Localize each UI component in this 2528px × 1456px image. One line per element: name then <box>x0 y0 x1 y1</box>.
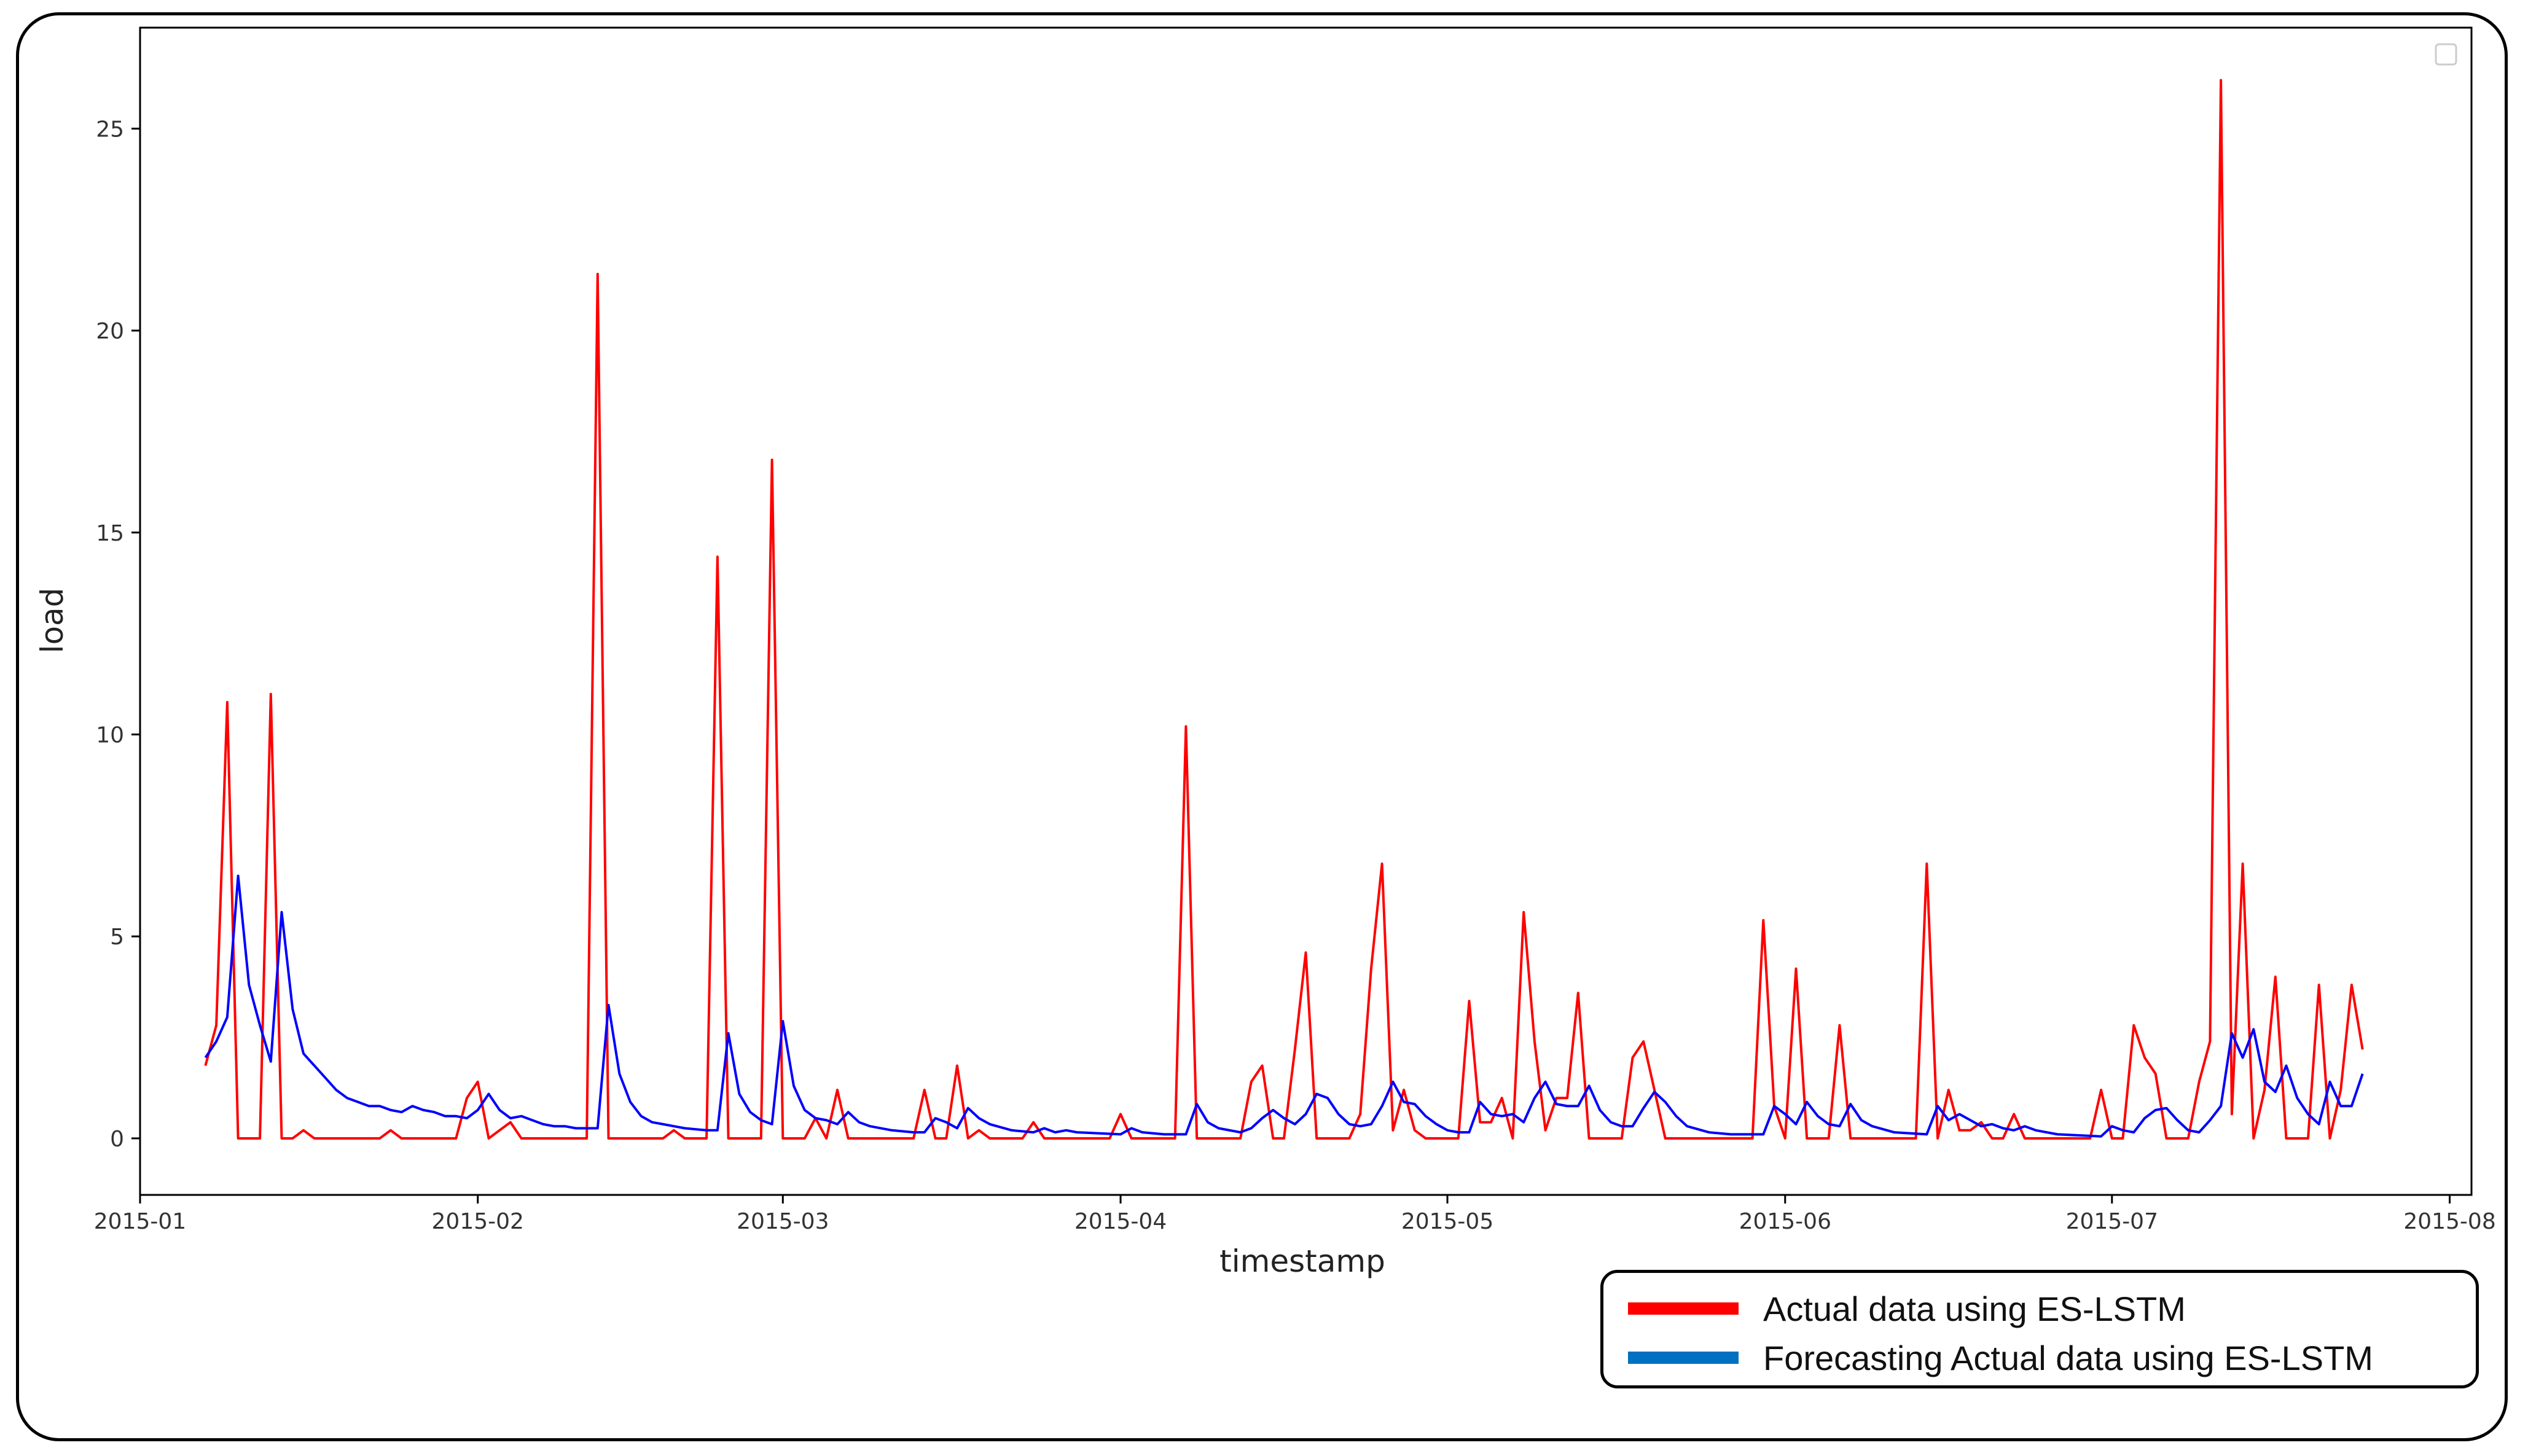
y-axis: 0 5 10 15 20 25 <box>96 117 140 1152</box>
x-tick-label: 2015-07 <box>2066 1209 2158 1234</box>
x-tick-label: 2015-08 <box>2403 1209 2495 1234</box>
legend-entry-forecast: Forecasting Actual data using ES-LSTM <box>1628 1333 2373 1382</box>
x-tick-label: 2015-03 <box>737 1209 829 1234</box>
x-tick-label: 2015-06 <box>1739 1209 1831 1234</box>
x-axis: 2015-01 2015-02 2015-03 2015-04 2015-05 2015-… <box>94 1195 2496 1234</box>
x-tick-label: 2015-04 <box>1074 1209 1167 1234</box>
y-tick-label: 5 <box>110 925 124 950</box>
series-line-actual <box>204 79 2364 1140</box>
series-layer <box>204 79 2364 1140</box>
plot-area-border <box>139 26 2473 1196</box>
legend-swatch-actual <box>1628 1302 1739 1315</box>
legend-entry-actual: Actual data using ES-LSTM <box>1628 1284 2186 1333</box>
y-tick-label: 0 <box>110 1127 124 1152</box>
legend-label-actual: Actual data using ES-LSTM <box>1763 1289 2186 1328</box>
x-tick-label: 2015-01 <box>94 1209 186 1234</box>
y-tick-label: 20 <box>96 319 124 344</box>
y-axis-title: load <box>34 588 70 654</box>
legend-label-forecast: Forecasting Actual data using ES-LSTM <box>1763 1338 2373 1377</box>
x-tick-label: 2015-02 <box>432 1209 524 1234</box>
figure-frame <box>16 12 2508 1441</box>
y-tick-label: 10 <box>96 723 124 748</box>
y-tick-label: 15 <box>96 521 124 546</box>
x-tick-label: 2015-05 <box>1401 1209 1493 1234</box>
x-axis-title: timestamp <box>1219 1243 1385 1279</box>
series-line-forecast <box>204 874 2364 1138</box>
empty-legend-box <box>2435 43 2457 66</box>
y-tick-label: 25 <box>96 117 124 142</box>
legend-swatch-forecast <box>1628 1352 1739 1364</box>
chart-legend: Actual data using ES-LSTM Forecasting Ac… <box>1600 1270 2479 1388</box>
